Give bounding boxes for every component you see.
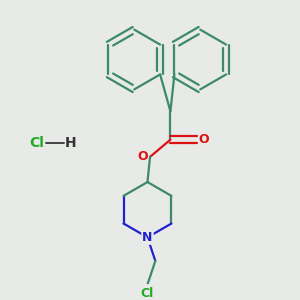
Text: O: O	[199, 133, 209, 146]
Text: Cl: Cl	[29, 136, 44, 150]
Text: H: H	[65, 136, 76, 150]
Text: Cl: Cl	[141, 287, 154, 300]
Text: O: O	[138, 150, 148, 164]
Text: N: N	[142, 231, 153, 244]
